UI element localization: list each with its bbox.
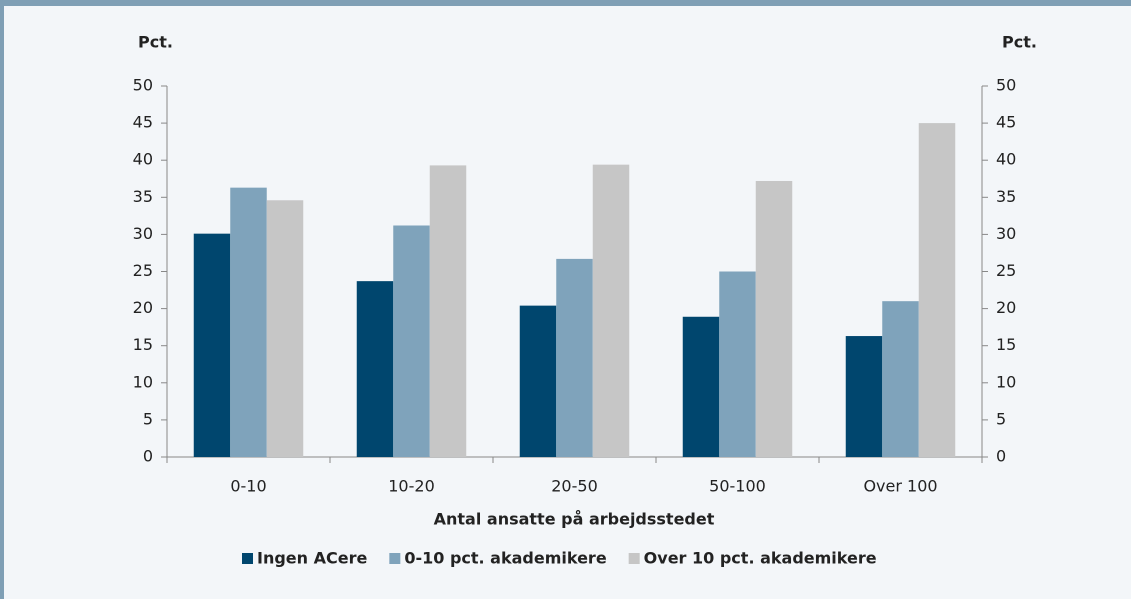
y-tick-label: 5	[143, 409, 153, 428]
y2-tick-label: 20	[996, 298, 1016, 317]
y-tick-label: 15	[133, 335, 153, 354]
y-tick-label: 0	[143, 447, 153, 466]
y-tick-label: 20	[133, 298, 153, 317]
top-border	[0, 0, 1131, 6]
bar	[519, 305, 557, 457]
y-tick-label: 35	[133, 187, 153, 206]
y2-tick-label: 45	[996, 113, 1016, 132]
bar	[230, 187, 267, 458]
legend-swatch	[628, 553, 640, 564]
legend-swatch	[389, 553, 401, 564]
y2-tick-label: 40	[996, 150, 1016, 169]
y2-tick-label: 35	[996, 187, 1016, 206]
y-tick-label: 45	[133, 113, 153, 132]
y-tick-label: 10	[133, 372, 153, 391]
y2-tick-label: 25	[996, 261, 1016, 280]
left-border	[0, 0, 4, 599]
y2-tick-label: 5	[996, 409, 1006, 428]
x-tick-label: 50-100	[709, 477, 766, 496]
bar	[755, 180, 793, 457]
y2-tick-label: 30	[996, 224, 1016, 243]
bar	[556, 258, 593, 457]
y-axis-label: Pct.	[138, 33, 173, 52]
y-tick-label: 30	[133, 224, 153, 243]
y2-axis-label: Pct.	[1002, 33, 1037, 52]
bar	[918, 123, 956, 457]
bar	[193, 233, 231, 457]
y2-tick-label: 15	[996, 335, 1016, 354]
bar	[719, 271, 756, 457]
bar	[682, 316, 720, 457]
legend-label: Over 10 pct. akademikere	[644, 549, 877, 568]
bar	[393, 225, 430, 457]
bar	[266, 200, 304, 457]
legend-label: Ingen ACere	[257, 549, 367, 568]
bar	[882, 301, 919, 457]
y-tick-label: 50	[133, 76, 153, 95]
y2-tick-label: 10	[996, 372, 1016, 391]
y-tick-label: 25	[133, 261, 153, 280]
y-tick-label: 40	[133, 150, 153, 169]
bar	[592, 164, 630, 458]
y2-tick-label: 50	[996, 76, 1016, 95]
x-axis-label: Antal ansatte på arbejdsstedet	[434, 510, 715, 529]
bar	[429, 165, 467, 458]
bar	[845, 336, 883, 457]
legend-label: 0-10 pct. akademikere	[404, 549, 606, 568]
bar	[356, 281, 394, 457]
x-tick-label: 10-20	[388, 477, 435, 496]
x-tick-label: 20-50	[551, 477, 598, 496]
y2-tick-label: 0	[996, 447, 1006, 466]
x-tick-label: 0-10	[230, 477, 266, 496]
x-tick-label: Over 100	[863, 477, 937, 496]
legend-swatch	[242, 553, 253, 564]
